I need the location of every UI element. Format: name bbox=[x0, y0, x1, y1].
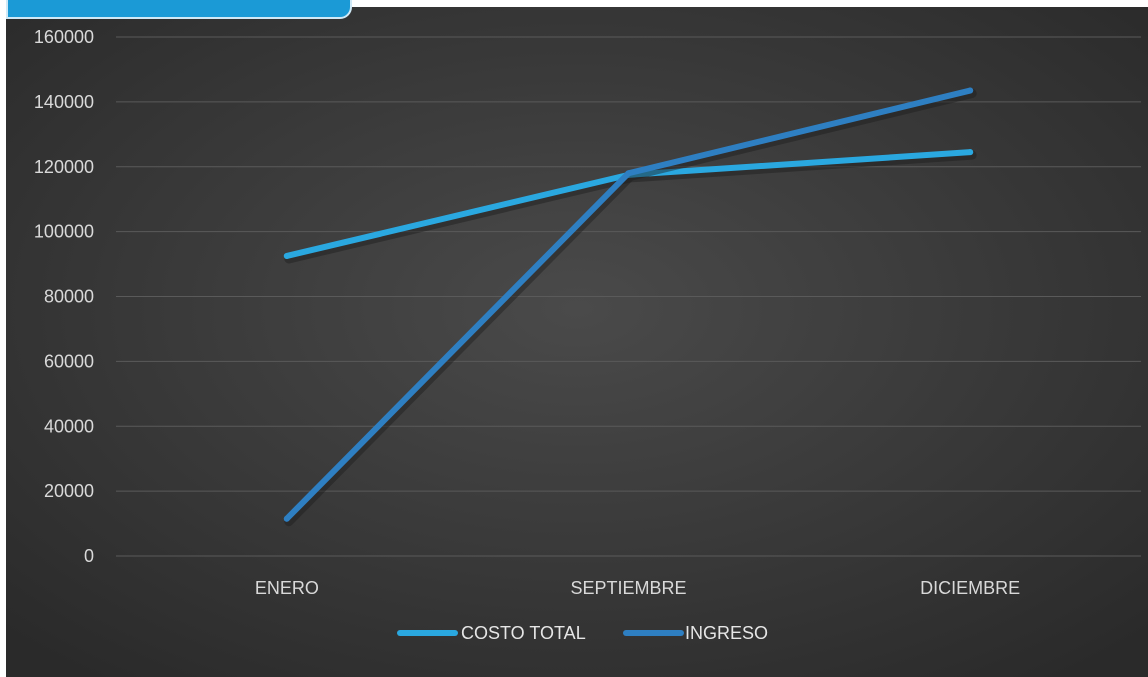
data-point bbox=[283, 252, 290, 259]
data-point bbox=[625, 170, 632, 177]
tab-corner-decoration bbox=[6, 0, 352, 19]
x-tick-label: ENERO bbox=[255, 578, 319, 598]
y-tick-label: 160000 bbox=[34, 27, 94, 47]
line-chart: 0 20000 40000 60000 80000 100000 120000 140000 1… bbox=[6, 7, 1148, 677]
y-tick-label: 100000 bbox=[34, 222, 94, 242]
y-tick-label: 120000 bbox=[34, 157, 94, 177]
data-point bbox=[967, 149, 974, 156]
legend-label: COSTO TOTAL bbox=[461, 623, 586, 643]
x-tick-label: DICIEMBRE bbox=[920, 578, 1020, 598]
y-tick-label: 0 bbox=[84, 546, 94, 566]
series-line-shadow bbox=[284, 89, 977, 527]
x-tick-label: SEPTIEMBRE bbox=[570, 578, 686, 598]
legend: COSTO TOTAL INGRESO bbox=[397, 623, 768, 643]
y-tick-label: 60000 bbox=[44, 351, 94, 371]
gridlines bbox=[116, 36, 1141, 557]
chart-area: 0 20000 40000 60000 80000 100000 120000 140000 1… bbox=[6, 0, 1148, 677]
data-point bbox=[967, 87, 974, 94]
y-axis-tick-labels: 0 20000 40000 60000 80000 100000 120000 140000 1… bbox=[34, 27, 94, 566]
y-tick-label: 40000 bbox=[44, 416, 94, 436]
series-line-shadow bbox=[284, 150, 977, 264]
series-lines bbox=[283, 87, 977, 527]
y-tick-label: 140000 bbox=[34, 92, 94, 112]
y-tick-label: 20000 bbox=[44, 481, 94, 501]
legend-label: INGRESO bbox=[685, 623, 768, 643]
data-point bbox=[283, 515, 290, 522]
x-axis-tick-labels: ENERO SEPTIEMBRE DICIEMBRE bbox=[255, 578, 1020, 598]
chart-background bbox=[6, 7, 1148, 677]
y-tick-label: 80000 bbox=[44, 287, 94, 307]
